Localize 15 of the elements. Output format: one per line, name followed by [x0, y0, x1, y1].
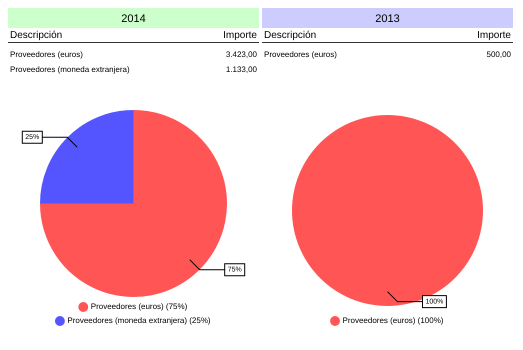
text: Importe: [223, 30, 257, 41]
text: Proveedores (moneda extranjera): [10, 65, 130, 74]
text: Proveedores (euros): [10, 50, 83, 59]
text: 1.133,00: [226, 65, 257, 74]
text: Importe: [477, 30, 511, 41]
legend-label: Proveedores (euros) (100%): [342, 316, 444, 326]
text: Descripción: [264, 30, 316, 41]
text: Proveedores (euros): [264, 50, 337, 59]
chart-title: 2013: [262, 8, 513, 28]
legend-label: Proveedores (moneda extranjera) (25%): [67, 316, 211, 326]
text: Descripción: [10, 30, 62, 41]
legend-label: Proveedores (euros) (75%): [90, 302, 188, 312]
chart-title: 2014: [8, 8, 259, 28]
text: 3.423,00: [226, 50, 257, 59]
text: 500,00: [486, 50, 511, 59]
